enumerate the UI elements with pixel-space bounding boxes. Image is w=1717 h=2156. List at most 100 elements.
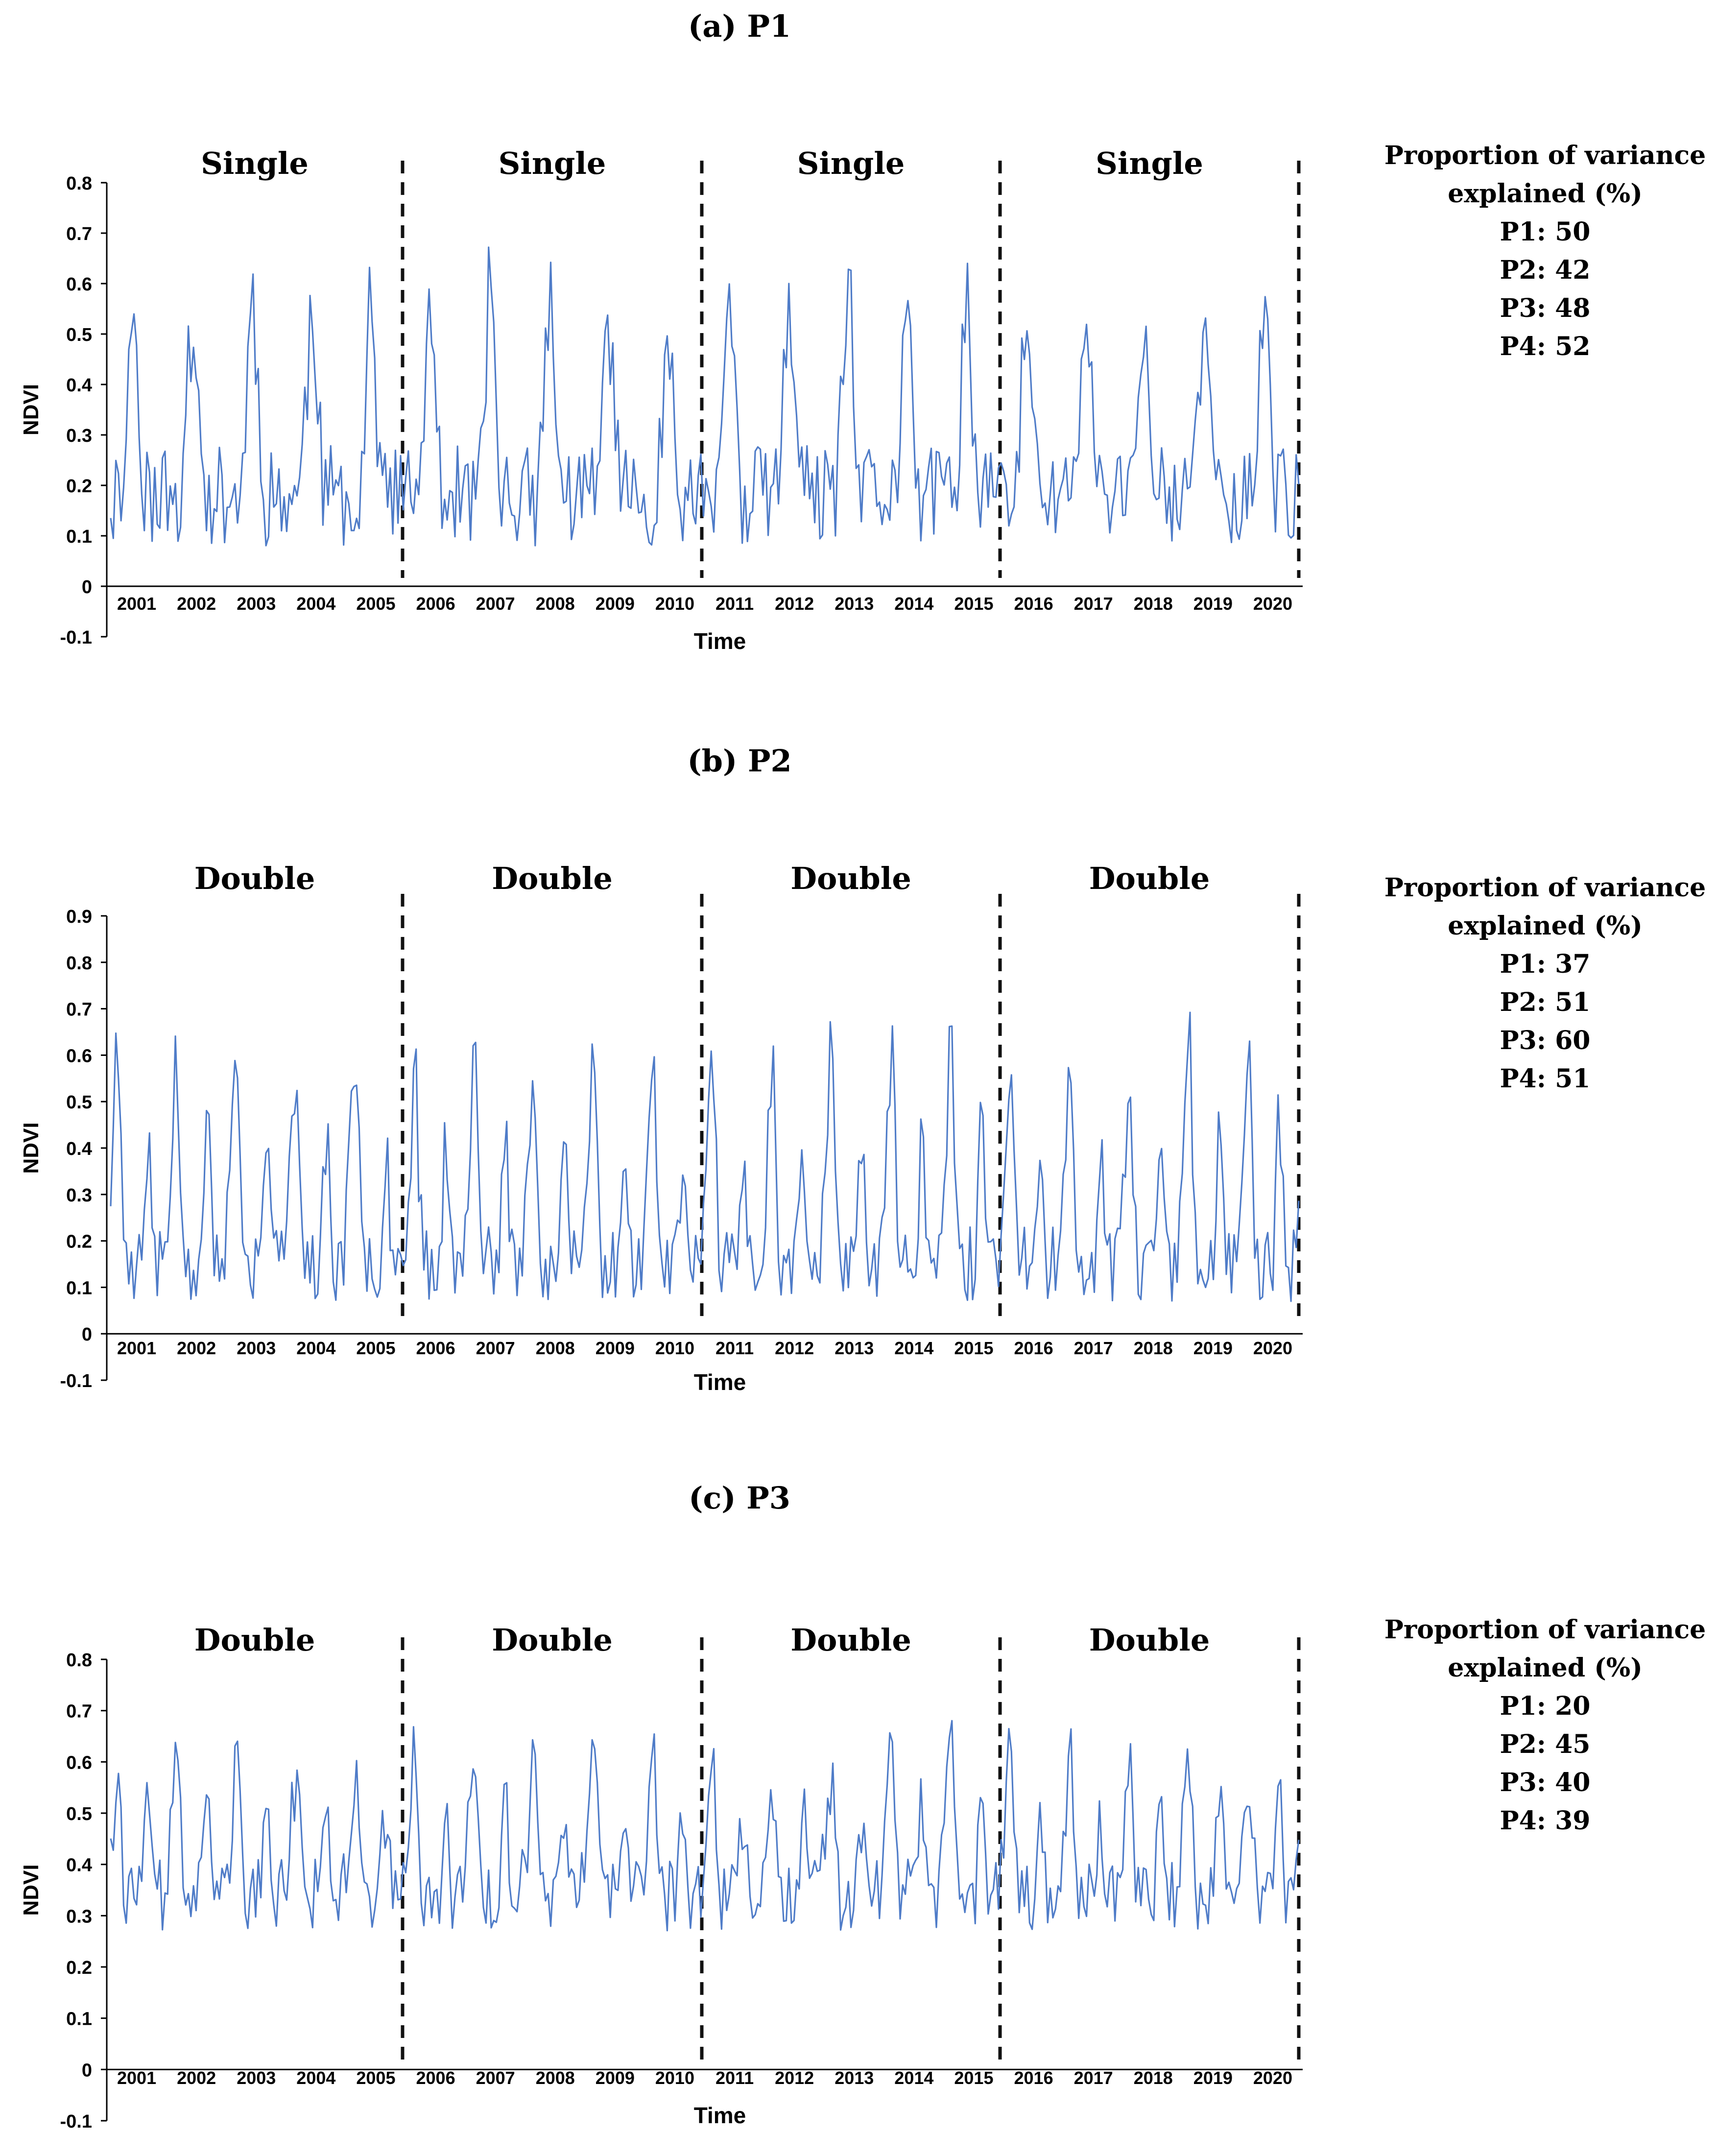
- x-tick-label: 2013: [835, 594, 874, 614]
- segment-label: Double: [492, 861, 613, 896]
- x-tick-label: 2016: [1014, 1338, 1053, 1358]
- x-tick-label: 2019: [1193, 2068, 1233, 2088]
- x-tick-label: 2009: [596, 1338, 635, 1358]
- y-axis-label: NDVI: [19, 1122, 43, 1174]
- x-tick-label: 2003: [237, 1338, 276, 1358]
- y-tick-label: 0.3: [66, 1906, 92, 1927]
- x-tick-label: 2015: [954, 1338, 993, 1358]
- segment-label: Single: [797, 145, 905, 181]
- y-tick-label: 0.4: [66, 375, 92, 396]
- x-tick-label: 2001: [117, 2068, 156, 2088]
- y-tick-label: 0.7: [66, 1000, 92, 1020]
- y-tick-label: 0.8: [66, 1650, 92, 1671]
- x-tick-label: 2010: [655, 1338, 694, 1358]
- variance-heading: Proportion of variance: [1384, 1615, 1706, 1645]
- y-tick-label: 0.7: [66, 1701, 92, 1722]
- x-tick-label: 2003: [237, 594, 276, 614]
- x-tick-label: 2019: [1193, 594, 1233, 614]
- y-tick-label: 0.2: [66, 1232, 92, 1252]
- variance-value: P4: 52: [1500, 332, 1591, 361]
- x-tick-label: 2005: [356, 1338, 395, 1358]
- x-tick-label: 2010: [655, 594, 694, 614]
- variance-value: P3: 40: [1500, 1768, 1591, 1797]
- x-tick-label: 2011: [715, 1338, 754, 1358]
- x-tick-label: 2004: [296, 594, 335, 614]
- x-tick-label: 2015: [954, 2068, 993, 2088]
- variance-value: P1: 37: [1500, 949, 1591, 979]
- y-tick-label: 0.3: [66, 1185, 92, 1206]
- panel-2: (b) P2 Proportion of variance explained (%…: [19, 743, 1706, 1395]
- x-tick-label: 2018: [1134, 594, 1173, 614]
- variance-heading-2: explained (%): [1448, 179, 1643, 209]
- x-tick-label: 2002: [177, 2068, 216, 2088]
- x-tick-label: 2004: [296, 2068, 335, 2088]
- x-tick-label: 2008: [536, 1338, 575, 1358]
- y-tick-label: 0.6: [66, 274, 92, 295]
- y-tick-label: 0.1: [66, 2009, 92, 2030]
- variance-value: P1: 50: [1500, 217, 1591, 247]
- y-tick-label: 0.4: [66, 1855, 92, 1876]
- segment-label: Double: [194, 1622, 315, 1658]
- y-tick-label: 0: [82, 1324, 92, 1345]
- x-tick-label: 2006: [416, 2068, 455, 2088]
- variance-heading: Proportion of variance: [1384, 873, 1706, 903]
- y-tick-label: 0.8: [66, 173, 92, 194]
- panel-title: (c) P3: [689, 1480, 790, 1516]
- panel-3: (c) P3 Proportion of variance explained (%…: [19, 1480, 1706, 2132]
- segment-label: Single: [1096, 145, 1203, 181]
- segment-label: Double: [790, 861, 911, 896]
- variance-value: P2: 42: [1500, 255, 1591, 285]
- x-tick-label: 2020: [1253, 594, 1292, 614]
- variance-value: P3: 48: [1500, 293, 1591, 323]
- x-tick-label: 2016: [1014, 594, 1053, 614]
- x-tick-label: 2017: [1074, 594, 1113, 614]
- variance-value: P2: 51: [1500, 987, 1591, 1017]
- y-tick-label: 0.1: [66, 1278, 92, 1298]
- x-tick-label: 2003: [237, 2068, 276, 2088]
- x-tick-label: 2004: [296, 1338, 335, 1358]
- variance-value: P4: 51: [1500, 1064, 1591, 1094]
- y-tick-label: 0: [82, 2060, 92, 2081]
- x-tick-label: 2017: [1074, 2068, 1113, 2088]
- x-tick-label: 2008: [536, 594, 575, 614]
- y-tick-label: 0.8: [66, 953, 92, 974]
- x-tick-label: 2019: [1193, 1338, 1233, 1358]
- y-tick-label: 0.6: [66, 1046, 92, 1066]
- y-tick-label: 0.6: [66, 1752, 92, 1773]
- x-tick-label: 2011: [715, 2068, 754, 2088]
- y-tick-label: 0.4: [66, 1139, 92, 1159]
- x-tick-label: 2013: [835, 1338, 874, 1358]
- y-tick-label: 0.9: [66, 907, 92, 927]
- ndvi-series-line: [110, 1720, 1300, 1932]
- x-tick-label: 2001: [117, 1338, 156, 1358]
- x-axis-label: Time: [694, 2103, 746, 2128]
- x-tick-label: 2009: [596, 594, 635, 614]
- y-tick-label: 0.3: [66, 426, 92, 446]
- variance-heading: Proportion of variance: [1384, 141, 1706, 170]
- x-tick-label: 2007: [476, 2068, 515, 2088]
- variance-value: P1: 20: [1500, 1691, 1591, 1721]
- variance-heading-2: explained (%): [1448, 911, 1643, 941]
- x-tick-label: 2002: [177, 1338, 216, 1358]
- x-tick-label: 2020: [1253, 1338, 1292, 1358]
- x-tick-label: 2012: [775, 1338, 814, 1358]
- y-tick-label: 0.1: [66, 527, 92, 547]
- x-tick-label: 2014: [894, 2068, 933, 2088]
- y-tick-label: 0.2: [66, 1958, 92, 1978]
- x-tick-label: 2018: [1134, 1338, 1173, 1358]
- segment-label: Single: [499, 145, 606, 181]
- segment-label: Double: [1089, 861, 1210, 896]
- variance-value: P2: 45: [1500, 1729, 1591, 1759]
- panel-1: (a) P1 Proportion of variance explained (%…: [19, 8, 1706, 654]
- y-tick-label: 0: [82, 577, 92, 598]
- x-tick-label: 2013: [835, 2068, 874, 2088]
- x-tick-label: 2017: [1074, 1338, 1113, 1358]
- variance-value: P3: 60: [1500, 1026, 1591, 1055]
- x-tick-label: 2002: [177, 594, 216, 614]
- x-tick-label: 2009: [596, 2068, 635, 2088]
- x-tick-label: 2015: [954, 594, 993, 614]
- y-tick-label: 0.5: [66, 1804, 92, 1824]
- y-tick-label: 0.2: [66, 476, 92, 497]
- y-tick-label: -0.1: [60, 1371, 92, 1391]
- x-tick-label: 2006: [416, 594, 455, 614]
